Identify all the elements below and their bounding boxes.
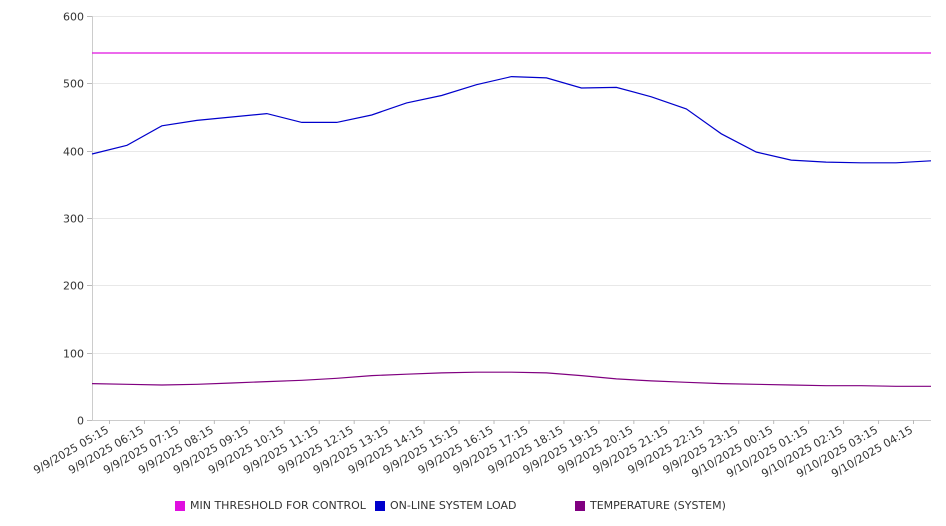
axes	[87, 16, 931, 424]
gridlines	[92, 16, 931, 354]
series-line-temperature-system	[91, 371, 931, 387]
legend-label-online-system-load: ON-LINE SYSTEM LOAD	[390, 499, 517, 512]
series-lines	[91, 52, 932, 387]
y-tick-label: 200	[63, 280, 84, 293]
legend-item-temperature-system[interactable]: TEMPERATURE (SYSTEM)	[575, 499, 726, 512]
y-tick-labels: 0 100 200 300 400 500 600	[63, 11, 84, 428]
y-tick-label: 100	[63, 348, 84, 361]
y-tick-label: 500	[63, 78, 84, 91]
legend-item-online-system-load[interactable]: ON-LINE SYSTEM LOAD	[375, 499, 516, 512]
legend: MIN THRESHOLD FOR CONTROL ON-LINE SYSTEM…	[0, 496, 946, 516]
y-tick-label: 400	[63, 146, 84, 159]
legend-swatch-temperature-system	[575, 500, 585, 511]
line-chart: 0 100 200 300 400 500 600 9/9/2025 05:159/9/20…	[31, 11, 932, 480]
legend-swatch-min-threshold	[175, 500, 185, 511]
x-tick-labels: 9/9/2025 05:159/9/2025 06:159/9/2025 07:…	[31, 423, 915, 480]
y-tick-label: 600	[63, 11, 84, 24]
legend-swatch-online-system-load	[375, 500, 385, 511]
legend-label-temperature-system: TEMPERATURE (SYSTEM)	[590, 499, 726, 512]
y-tick-label: 0	[77, 415, 84, 428]
legend-item-min-threshold[interactable]: MIN THRESHOLD FOR CONTROL	[175, 499, 366, 512]
series-line-on-line-system-load	[91, 75, 932, 164]
legend-label-min-threshold: MIN THRESHOLD FOR CONTROL	[190, 499, 366, 512]
y-tick-label: 300	[63, 213, 84, 226]
